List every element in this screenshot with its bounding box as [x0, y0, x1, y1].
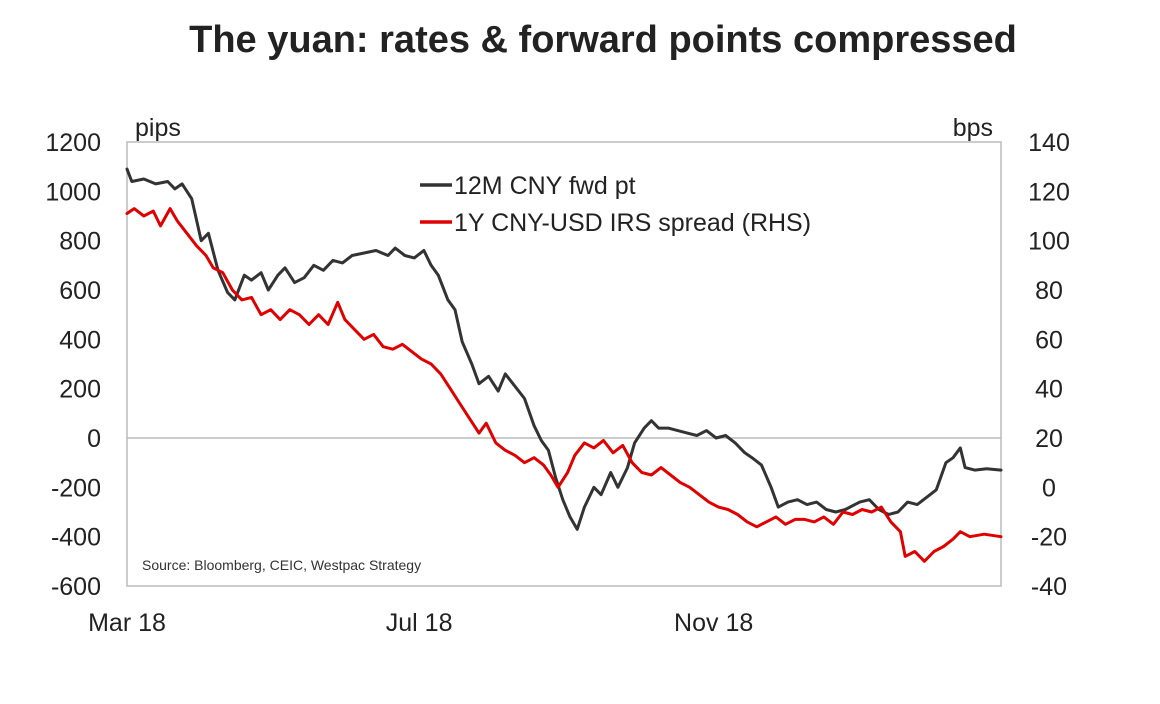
legend-item-irs-spread: 1Y CNY-USD IRS spread (RHS)	[420, 209, 811, 237]
right-tick-label: 120	[1028, 178, 1070, 206]
right-tick-label: -20	[1031, 524, 1067, 552]
series-layer	[125, 167, 1003, 563]
right-tick-label: 100	[1028, 228, 1070, 256]
left-tick-label: 1000	[45, 178, 101, 206]
left-tick-label: -600	[51, 573, 101, 601]
x-axis-ticks: Mar 18 Jul 18 Nov 18	[88, 609, 753, 637]
x-tick-label: Nov 18	[674, 609, 753, 637]
left-tick-label: 0	[87, 425, 101, 453]
series-irs-spread-line	[125, 207, 1003, 563]
right-tick-label: 60	[1035, 326, 1063, 354]
left-tick-label: -400	[51, 524, 101, 552]
left-tick-label: 400	[59, 326, 101, 354]
left-axis-ticks: 1200 1000 800 600 400 200 0 -200 -400 -600	[45, 129, 101, 601]
left-tick-label: 800	[59, 228, 101, 256]
right-axis-unit: bps	[953, 114, 993, 142]
right-tick-label: -40	[1031, 573, 1067, 601]
right-tick-label: 140	[1028, 129, 1070, 157]
legend: 12M CNY fwd pt 1Y CNY-USD IRS spread (RH…	[420, 172, 811, 237]
left-tick-label: -200	[51, 474, 101, 502]
x-tick-label: Mar 18	[88, 609, 166, 637]
legend-item-fwd-pt: 12M CNY fwd pt	[420, 172, 636, 200]
source-note: Source: Bloomberg, CEIC, Westpac Strateg…	[142, 557, 421, 573]
legend-label-fwd-pt: 12M CNY fwd pt	[454, 172, 636, 200]
right-tick-label: 20	[1035, 425, 1063, 453]
left-tick-label: 600	[59, 277, 101, 305]
legend-label-irs-spread: 1Y CNY-USD IRS spread (RHS)	[454, 209, 811, 237]
left-tick-label: 1200	[45, 129, 101, 157]
right-tick-label: 0	[1042, 474, 1056, 502]
left-axis-unit: pips	[135, 114, 181, 142]
left-tick-label: 200	[59, 376, 101, 404]
right-tick-label: 80	[1035, 277, 1063, 305]
x-tick-label: Jul 18	[386, 609, 453, 637]
right-tick-label: 40	[1035, 376, 1063, 404]
series-fwd-pt-line	[125, 167, 1003, 531]
plot-frame	[126, 141, 1002, 587]
chart-title: The yuan: rates & forward points compres…	[189, 19, 1017, 61]
right-axis-ticks: 140 120 100 80 60 40 20 0 -20 -40	[1028, 129, 1070, 601]
